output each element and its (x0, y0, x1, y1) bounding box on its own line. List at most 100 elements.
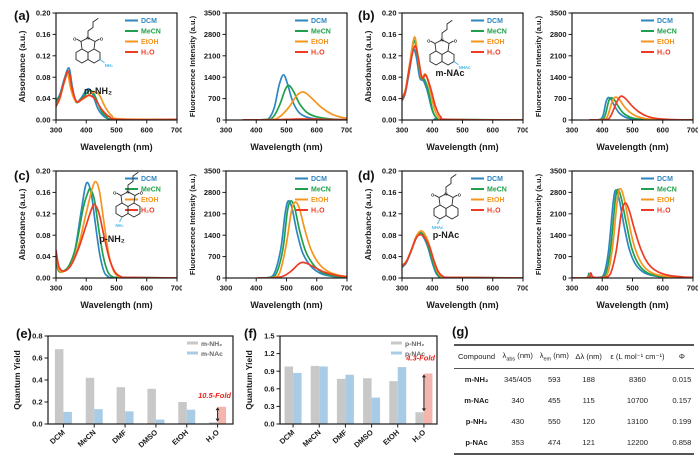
svg-text:EtOH: EtOH (381, 428, 401, 447)
svg-text:700: 700 (171, 284, 182, 293)
svg-text:700: 700 (517, 284, 528, 293)
svg-text:700: 700 (208, 252, 221, 261)
svg-text:500: 500 (280, 126, 293, 135)
svg-text:O: O (140, 190, 144, 195)
svg-text:Absorbance (a.u.): Absorbance (a.u.) (17, 188, 27, 260)
legend-swatch (187, 351, 198, 355)
svg-text:N: N (126, 190, 129, 195)
legend-label: H₂O (657, 208, 671, 215)
legend-label: DCM (657, 176, 673, 183)
svg-text:400: 400 (596, 284, 609, 293)
series-EtOH (257, 201, 347, 278)
svg-text:O: O (458, 192, 462, 197)
svg-text:N: N (440, 38, 443, 43)
svg-text:3500: 3500 (204, 9, 221, 18)
svg-text:700: 700 (554, 94, 567, 103)
svg-text:0.8: 0.8 (32, 332, 42, 341)
quantum-yield-chart-para: 0.0 0.3 0.6 0.9 1.2 1.5 DCM MeCN DMF DMSO EtOH H₂O p… (244, 332, 438, 450)
value-cell: 0.858 (672, 437, 692, 447)
svg-text:Absorbance (a.u.): Absorbance (a.u.) (363, 30, 373, 102)
photophysical-table: Compound λabs (nm) λem (nm) Δλ (nm) ε (L mol… (454, 344, 694, 455)
svg-text:2800: 2800 (204, 30, 221, 39)
svg-text:Fluorescence Intensity (a.u.): Fluorescence Intensity (a.u.) (534, 173, 543, 275)
svg-text:O: O (427, 38, 431, 43)
series-H₂O (56, 70, 177, 120)
table-row: m-NAc 340 455 115 10700 0.157 (454, 390, 694, 411)
svg-text:0.00: 0.00 (36, 274, 51, 283)
svg-text:0.12: 0.12 (382, 51, 397, 60)
bar-p-NAc-DMSO (371, 397, 381, 424)
quantum-yield-chart-meta: 0.0 0.2 0.4 0.6 0.8 DCM MeCN DMF DMSO EtOH H₂O m-NH… (12, 332, 234, 450)
svg-text:600: 600 (486, 284, 499, 293)
legend-label: m-NAc (201, 351, 223, 358)
bar-m-NAc-DMF (125, 411, 134, 424)
bar-m-NH₂-DCM (54, 349, 64, 424)
svg-text:H₂O: H₂O (410, 428, 427, 445)
svg-text:0.00: 0.00 (382, 116, 397, 125)
compound-label: m-NH₂ (84, 86, 112, 96)
svg-text:Wavelength (nm): Wavelength (nm) (596, 142, 668, 152)
compound-label: m-NAc (435, 68, 464, 78)
legend-label: m-NH₂ (201, 341, 222, 348)
svg-text:N: N (86, 36, 89, 41)
value-cell: 12200 (626, 437, 648, 447)
svg-text:0: 0 (562, 274, 566, 283)
legend-label: H₂O (657, 50, 671, 57)
svg-text:0: 0 (216, 274, 220, 283)
svg-text:2100: 2100 (550, 209, 567, 218)
legend-label: DCM (487, 18, 503, 25)
svg-text:0.16: 0.16 (36, 188, 51, 197)
svg-text:0: 0 (562, 116, 566, 125)
svg-text:300: 300 (396, 284, 409, 293)
table-header: λem (nm) (539, 351, 569, 363)
svg-text:0.0: 0.0 (32, 420, 42, 429)
compound-label: p-NH₂ (99, 234, 125, 244)
svg-text:0.16: 0.16 (382, 188, 397, 197)
svg-text:0.20: 0.20 (36, 9, 51, 18)
svg-text:3500: 3500 (550, 9, 567, 18)
svg-text:300: 300 (220, 284, 233, 293)
bar-p-NAc-DMF (345, 374, 354, 424)
svg-text:Wavelength (nm): Wavelength (nm) (250, 300, 322, 310)
svg-text:Absorbance (a.u.): Absorbance (a.u.) (363, 188, 373, 260)
legend-label: H₂O (311, 208, 325, 215)
compound-label: p-NAc (433, 230, 460, 240)
value-cell: 13100 (626, 416, 648, 426)
panel-letter-b: (b) (358, 8, 375, 23)
svg-text:NHAc: NHAc (432, 225, 444, 230)
svg-text:NH₂: NH₂ (105, 63, 113, 68)
svg-text:Wavelength (nm): Wavelength (nm) (426, 300, 498, 310)
svg-text:300: 300 (220, 126, 233, 135)
bar-p-NH₂-H₂O (415, 412, 424, 424)
molecule-structure: O O N NHAc (427, 20, 471, 70)
svg-text:0.08: 0.08 (382, 231, 397, 240)
svg-text:O: O (73, 36, 77, 41)
bar-m-NAc-EtOH (186, 409, 196, 424)
value-cell: 121 (582, 437, 595, 447)
svg-text:600: 600 (140, 284, 153, 293)
table-header: Compound (457, 352, 496, 362)
legend-label: EtOH (487, 39, 505, 46)
legend-label: MeCN (487, 187, 507, 194)
svg-text:DMSO: DMSO (352, 428, 375, 450)
legend-label: DCM (657, 18, 673, 25)
legend-label: MeCN (311, 29, 331, 36)
bar-m-NAc-DCM (63, 411, 72, 424)
svg-text:2100: 2100 (550, 51, 567, 60)
legend-label: MeCN (657, 187, 677, 194)
series-DCM (56, 181, 177, 278)
bar-p-NAc-DCM (293, 372, 302, 424)
panel-d: (d) 0.00 0.04 0.08 0.12 0.16 0.20 300 400 500 600… (352, 160, 698, 316)
svg-text:2800: 2800 (550, 30, 567, 39)
bar-m-NH₂-MeCN (85, 377, 95, 424)
svg-text:Wavelength (nm): Wavelength (nm) (80, 300, 152, 310)
svg-text:0.04: 0.04 (382, 252, 397, 261)
series-MeCN (572, 188, 693, 278)
value-cell: 593 (547, 374, 561, 384)
svg-text:1.2: 1.2 (264, 349, 274, 358)
fluorescence-chart-m-nh2: 0 700 1400 2100 2800 3500 300 400 500 600 700 DCM Me… (188, 9, 352, 152)
svg-text:0.3: 0.3 (264, 402, 274, 411)
bar-p-NH₂-DMF (336, 378, 346, 424)
value-cell: 345/405 (503, 374, 532, 384)
svg-text:EtOH: EtOH (170, 428, 190, 447)
